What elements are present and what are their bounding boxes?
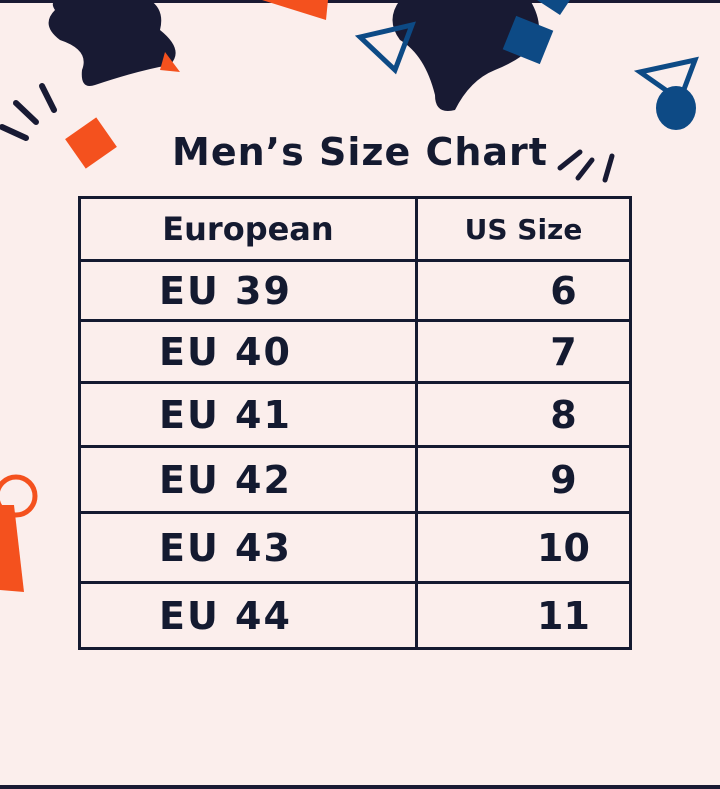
eu-size-cell: EU 39 [78, 259, 418, 322]
blue-shape-top [537, 0, 570, 15]
burst-lines-right [557, 149, 615, 183]
blue-triangle-right [633, 56, 699, 104]
orange-flag [0, 505, 24, 592]
header-european: European [78, 196, 418, 262]
table-row: EU 42 9 [78, 445, 633, 514]
us-size-cell: 6 [414, 259, 633, 322]
eu-size-cell: EU 41 [78, 381, 418, 448]
orange-diamond [65, 117, 117, 169]
us-size-cell: 9 [414, 445, 633, 514]
orange-shape-top [262, 0, 328, 20]
eu-size-cell: EU 40 [78, 319, 418, 384]
header-us-size: US Size [414, 196, 633, 262]
us-size-cell: 11 [414, 581, 633, 650]
table-row: EU 43 10 [78, 511, 633, 584]
blue-circle [656, 86, 696, 130]
dark-blob-left [48, 0, 176, 86]
us-size-cell: 7 [414, 319, 633, 384]
us-size-cell: 10 [414, 511, 633, 584]
table-row: EU 40 7 [78, 319, 633, 384]
table-row: EU 41 8 [78, 381, 633, 448]
blue-square [502, 15, 554, 65]
burst-lines-left [0, 83, 57, 141]
table-row: EU 44 11 [78, 581, 633, 650]
size-table: European US Size EU 39 6 EU 40 7 EU 41 8… [78, 196, 633, 650]
page-title: Men’s Size Chart [172, 130, 548, 174]
bottom-border [0, 785, 720, 789]
dark-blob-right [392, 0, 539, 111]
orange-triangle-small [160, 52, 180, 72]
table-row: EU 39 6 [78, 259, 633, 322]
top-border [0, 0, 720, 3]
eu-size-cell: EU 44 [78, 581, 418, 650]
eu-size-cell: EU 43 [78, 511, 418, 584]
us-size-cell: 8 [414, 381, 633, 448]
blue-triangle-outline [354, 21, 416, 75]
eu-size-cell: EU 42 [78, 445, 418, 514]
table-header-row: European US Size [78, 196, 633, 262]
orange-ring [0, 474, 38, 518]
